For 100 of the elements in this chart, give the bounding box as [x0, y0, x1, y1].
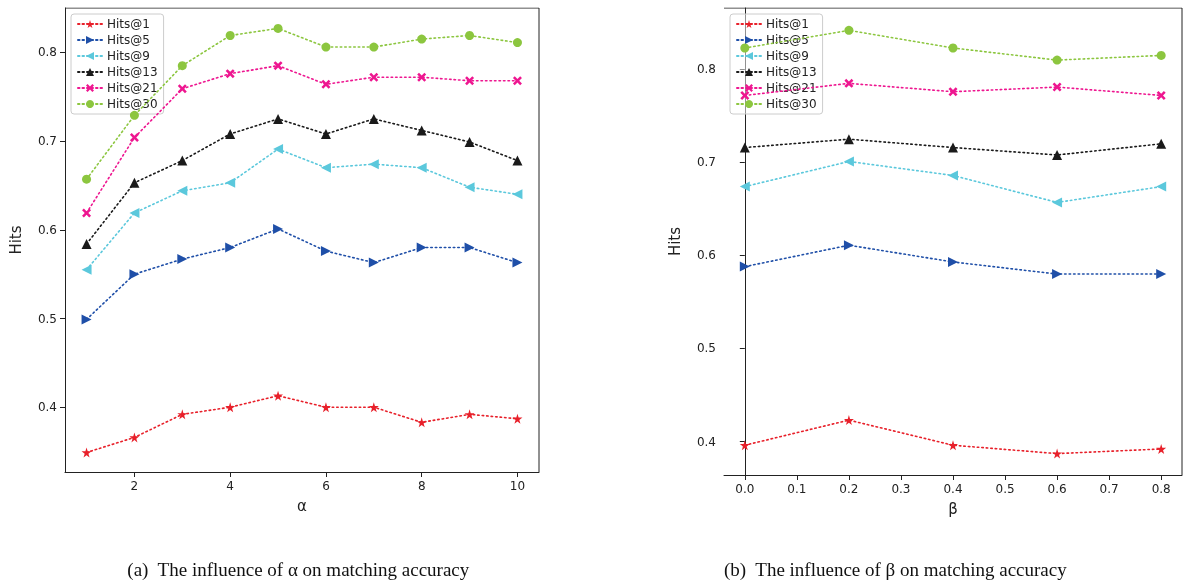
x-tick-label: 0.5 — [995, 482, 1015, 496]
legend-label: Hits@1 — [766, 17, 809, 31]
point — [416, 242, 427, 253]
legend-label: Hits@9 — [766, 49, 809, 63]
point — [465, 31, 475, 40]
point — [225, 242, 236, 253]
point — [843, 415, 854, 426]
point — [948, 170, 958, 181]
y-tick-label: 0.7 — [696, 155, 716, 170]
legend-label: Hits@13 — [766, 65, 817, 79]
point — [225, 402, 236, 413]
point — [1156, 90, 1166, 100]
point — [464, 242, 475, 253]
y-tick-label: 0.8 — [37, 45, 57, 60]
point — [464, 409, 475, 420]
legend-label: Hits@13 — [107, 65, 158, 79]
point — [320, 402, 331, 413]
point — [843, 134, 854, 145]
text: (b) The influence of β on matching accuracy — [723, 559, 1068, 581]
point — [81, 314, 92, 325]
y-tick-label: 0.5 — [37, 311, 57, 326]
text: 0.0 — [735, 482, 755, 496]
point — [273, 144, 284, 155]
text: (a) The influence of α on matching accuracy — [127, 559, 470, 581]
x-tick-label: 10 — [509, 479, 526, 493]
point — [225, 31, 235, 40]
y-tick-label: 0.4 — [37, 400, 57, 415]
legend-label: Hits@21 — [766, 81, 817, 95]
y-tick-label: 0.4 — [696, 434, 716, 449]
point — [844, 25, 854, 35]
point — [82, 174, 92, 184]
point — [320, 162, 331, 173]
x-tick-label: 0.3 — [891, 482, 911, 496]
point — [368, 402, 379, 413]
point — [739, 440, 750, 451]
point — [81, 447, 92, 458]
point — [129, 133, 139, 143]
point — [465, 76, 475, 86]
legend-label: Hits@30 — [766, 97, 817, 111]
x-tick-label: 2 — [130, 479, 139, 493]
point — [177, 409, 188, 420]
point — [417, 34, 427, 44]
point — [1156, 269, 1167, 280]
point — [320, 246, 331, 257]
point — [225, 69, 235, 79]
x-axis-title: β — [948, 499, 958, 518]
point — [273, 23, 283, 33]
x-tick-label: 0.4 — [943, 482, 963, 496]
point — [177, 254, 188, 265]
point — [129, 177, 140, 188]
x-tick-label: 0.7 — [1099, 482, 1119, 496]
point — [948, 142, 958, 153]
point — [948, 440, 958, 451]
point — [416, 125, 427, 136]
x-tick-label: 6 — [322, 479, 330, 493]
x-tick-label: 0.6 — [1047, 482, 1067, 496]
x-tick-label: 0.1 — [787, 482, 807, 496]
point — [512, 155, 523, 166]
point — [1156, 181, 1167, 192]
x-tick-label: 8 — [417, 479, 426, 493]
y-axis-title: Hits — [6, 225, 25, 255]
point — [464, 182, 475, 193]
y-tick-label: 0.6 — [696, 248, 716, 263]
point — [1052, 149, 1063, 160]
point — [81, 264, 92, 275]
y-tick-label: 0.5 — [696, 341, 716, 356]
point — [1052, 448, 1063, 459]
point — [739, 181, 750, 192]
point — [368, 113, 379, 124]
y-axis-title: Hits — [665, 226, 684, 257]
point — [82, 208, 92, 218]
point — [1156, 50, 1166, 60]
point — [129, 207, 140, 218]
x-tick-label: 0.8 — [1151, 482, 1171, 496]
point — [1052, 197, 1063, 208]
legend-label: Hits@1 — [107, 17, 150, 31]
point — [512, 38, 522, 48]
point — [843, 240, 854, 251]
point — [177, 185, 188, 196]
point — [512, 189, 523, 200]
point — [843, 156, 854, 167]
point — [416, 162, 427, 173]
point — [129, 269, 140, 280]
point — [321, 42, 331, 52]
x-tick-label: 0.2 — [839, 482, 859, 496]
point — [129, 110, 139, 120]
point — [273, 223, 284, 234]
point — [177, 155, 188, 166]
legend-label: Hits@9 — [107, 49, 150, 63]
point — [129, 432, 140, 443]
point — [369, 72, 379, 82]
point — [177, 84, 187, 94]
point — [321, 79, 331, 89]
point — [512, 257, 523, 268]
legend-label: Hits@30 — [107, 97, 158, 111]
y-tick-label: 0.6 — [37, 222, 57, 237]
point — [464, 136, 475, 147]
point — [739, 261, 750, 272]
point — [225, 128, 236, 139]
point — [417, 72, 427, 82]
